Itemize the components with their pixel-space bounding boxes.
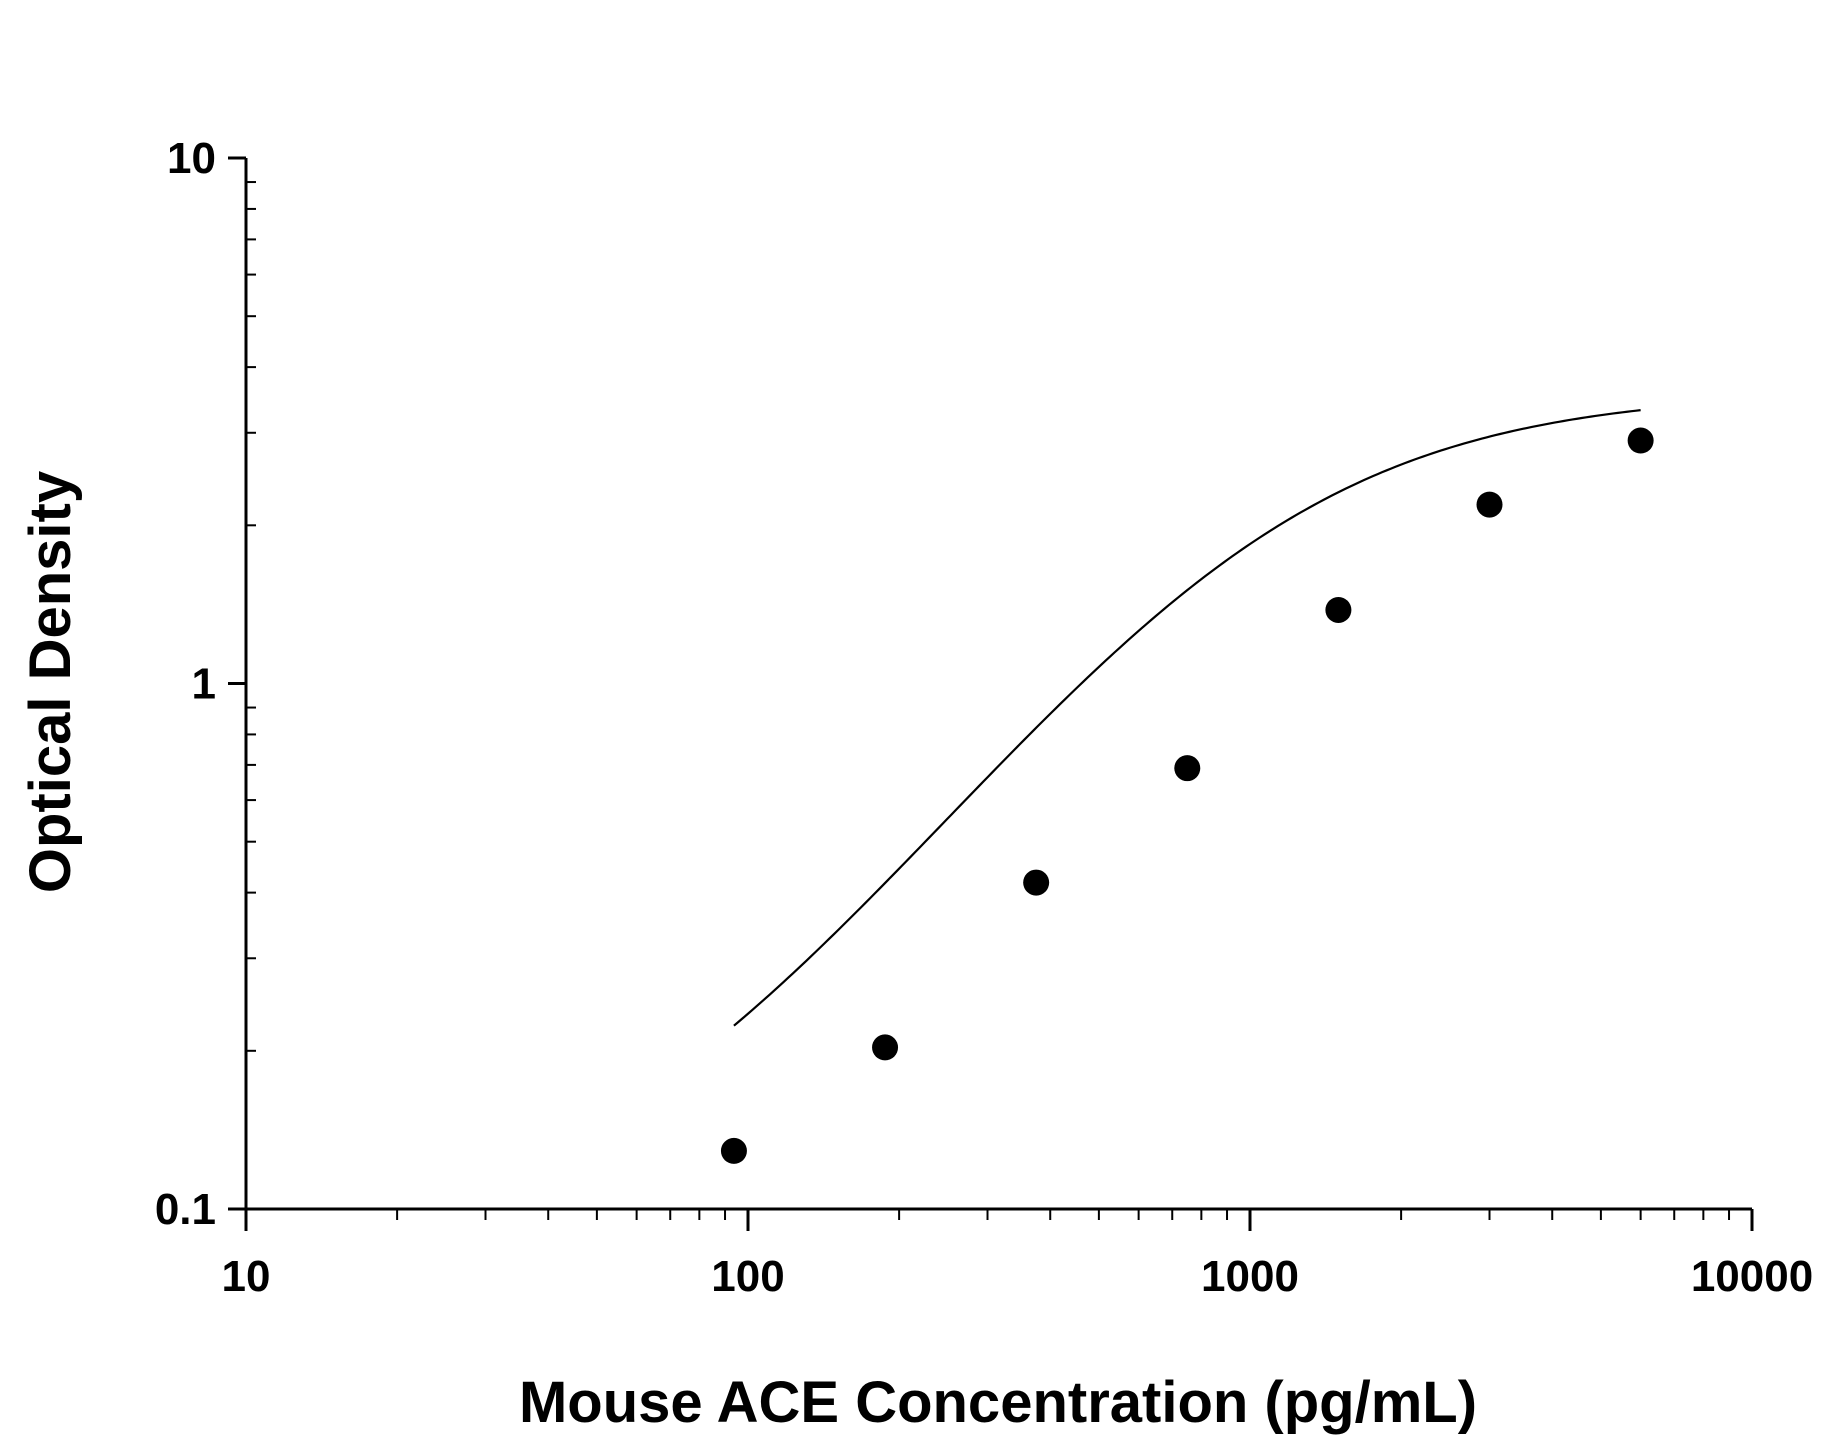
data-point: [1174, 755, 1201, 782]
y-tick-label: 1: [192, 660, 216, 709]
data-points-layer: [720, 427, 1654, 1164]
data-point: [1627, 427, 1654, 454]
y-tick-label: 0.1: [155, 1185, 216, 1234]
x-tick-label: 10: [222, 1252, 271, 1301]
x-tick-label: 10000: [1691, 1252, 1813, 1301]
y-tick-label: 10: [167, 134, 216, 183]
fit-curve: [733, 409, 1641, 1027]
data-point: [720, 1137, 747, 1164]
data-point: [1476, 491, 1503, 518]
data-point: [1023, 869, 1050, 896]
x-axis-title: Mouse ACE Concentration (pg/mL): [519, 1370, 1477, 1435]
fit-curve-layer: [733, 409, 1641, 1027]
data-point: [872, 1034, 899, 1061]
x-tick-label: 100: [711, 1252, 784, 1301]
y-axis-title: Optical Density: [18, 471, 83, 893]
x-tick-label: 1000: [1201, 1252, 1299, 1301]
axes: 10 100 1000 10000 0.1 1 10: [155, 134, 1813, 1301]
data-point: [1325, 596, 1352, 623]
